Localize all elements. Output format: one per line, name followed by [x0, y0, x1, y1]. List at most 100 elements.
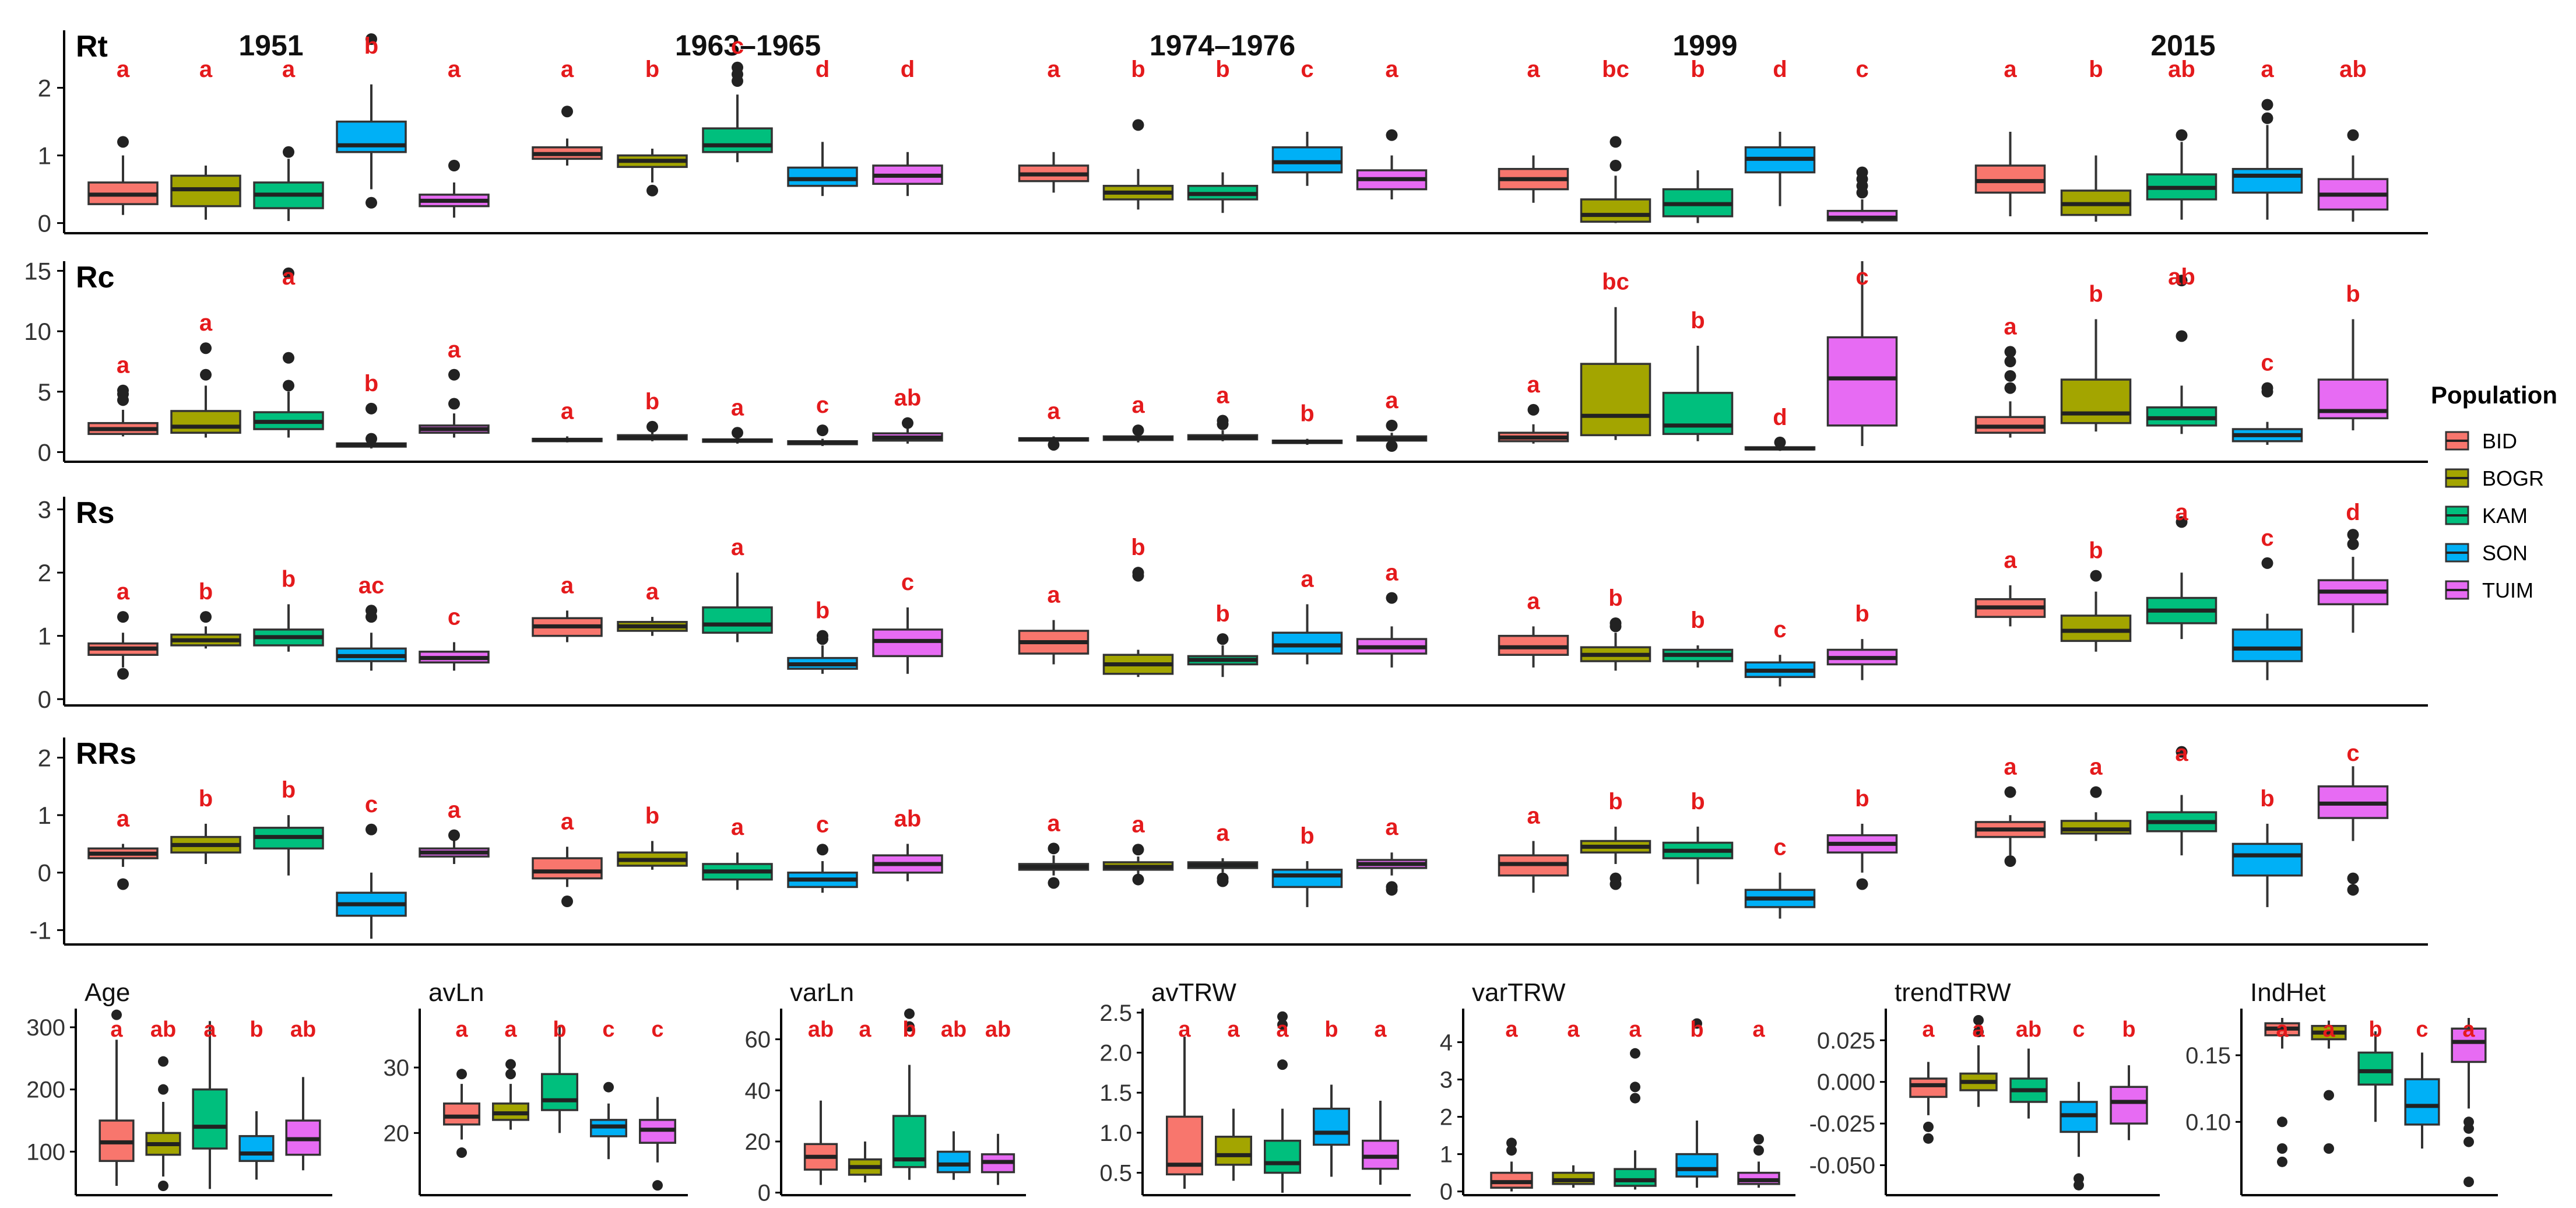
box-kam: a [2146, 740, 2217, 856]
outlier-point [1048, 842, 1060, 855]
y-tick-label: 1 [38, 802, 51, 829]
significance-letter: c [731, 33, 744, 59]
box-bogr: a [617, 579, 688, 636]
box-bid: a [1974, 57, 2046, 216]
significance-letter: b [1300, 401, 1314, 427]
box-tuim: b [2317, 281, 2389, 431]
outlier-point [2463, 1116, 2474, 1128]
significance-letter: bc [1602, 269, 1629, 295]
box-bogr: a [492, 1017, 529, 1130]
outlier-point [158, 1181, 168, 1191]
outlier-point [2261, 557, 2273, 569]
outlier-point [1856, 166, 1868, 178]
y-tick-label: 1 [1440, 1142, 1453, 1168]
box-tuim: c [639, 1017, 676, 1191]
small-panel-avln: avLn 20 30 a a b c c [384, 978, 688, 1196]
significance-letter: b [1131, 535, 1145, 560]
outlier-point [1630, 1081, 1640, 1093]
outlier-point [1048, 877, 1060, 889]
box-bid: a [1974, 547, 2046, 627]
box-bogr: b [1580, 789, 1651, 890]
box-bogr: b [2060, 57, 2132, 222]
significance-letter: b [199, 786, 213, 812]
significance-letter: a [2089, 754, 2103, 780]
box-body [192, 1088, 228, 1150]
box-tuim: a [2451, 1017, 2487, 1188]
box-kam: a [702, 814, 773, 890]
outlier-point [448, 368, 460, 381]
outlier-point [1386, 129, 1398, 141]
box-bogr: b [617, 389, 688, 441]
significance-letter: c [365, 792, 378, 817]
box-kam: a [1264, 1011, 1301, 1193]
significance-letter: a [1047, 398, 1060, 424]
outlier-point [505, 1069, 516, 1080]
y-tick-label: 2 [38, 75, 51, 102]
outlier-point [505, 1059, 516, 1070]
outlier-point [366, 433, 377, 445]
legend-item-bogr: BOGR [2443, 466, 2544, 490]
box-bogr: b [617, 803, 688, 870]
significance-letter: c [2416, 1017, 2428, 1042]
box-bid: a [1018, 57, 1090, 193]
box-bogr: a [170, 57, 241, 220]
significance-letter: a [1276, 1017, 1289, 1042]
significance-letter: b [645, 389, 659, 415]
box-bogr: a [2060, 754, 2132, 841]
box-tuim: c [1826, 57, 1898, 223]
small-panel-title: varLn [790, 978, 854, 1007]
outlier-point [1692, 1018, 1702, 1029]
outlier-point [158, 1056, 168, 1067]
significance-letter: a [1567, 1017, 1580, 1042]
y-tick-label: 0 [38, 686, 51, 713]
legend-item-tuim: TUIM [2443, 578, 2533, 602]
box-son: c [1744, 835, 1816, 919]
box-body [1675, 1153, 1718, 1178]
outlier-point [561, 106, 573, 118]
outlier-point [652, 1180, 663, 1191]
y-tick-label: -1 [30, 916, 51, 944]
outlier-point [1609, 878, 1622, 890]
outlier-point [2176, 129, 2188, 141]
box-kam: a [192, 1017, 228, 1189]
box-bid: a [1018, 810, 1090, 889]
box-tuim: a [419, 337, 490, 438]
box-kam: b [253, 566, 324, 652]
outlier-point [111, 1009, 122, 1020]
box-kam: b [2357, 1017, 2394, 1122]
significance-letter: b [364, 33, 378, 59]
box-son: b [2231, 786, 2303, 907]
box-son: c [336, 792, 407, 939]
significance-letter: b [1608, 789, 1622, 814]
y-tick-label: 2.5 [1099, 1000, 1132, 1026]
outlier-point [1609, 617, 1622, 629]
box-bogr: b [1580, 585, 1651, 671]
outlier-point [1506, 1145, 1517, 1156]
outlier-point [448, 829, 460, 841]
box-bid: a [532, 57, 603, 166]
small-panel-vartrw: varTRW 0 1 2 3 4 a a a b a [1440, 978, 1795, 1205]
panel-label: Rt [76, 30, 108, 64]
box-bogr: a [1215, 1017, 1252, 1181]
outlier-point [1923, 1121, 1934, 1132]
significance-letter: a [1301, 566, 1314, 592]
significance-letter: a [1527, 57, 1540, 82]
box-bogr: a [1102, 812, 1174, 886]
significance-letter: c [602, 1017, 614, 1042]
significance-letter: b [1215, 57, 1229, 82]
significance-letter: c [448, 605, 461, 630]
significance-letter: ac [359, 573, 385, 598]
significance-letter: c [1855, 57, 1868, 82]
box-tuim: a [419, 798, 490, 864]
significance-letter: c [2261, 350, 2273, 376]
box-tuim: b [2110, 1017, 2148, 1140]
outlier-point [1527, 403, 1540, 416]
significance-letter: a [2004, 547, 2017, 573]
outlier-point [2347, 529, 2359, 541]
outlier-point [1132, 844, 1144, 856]
box-son: a [2231, 57, 2303, 220]
significance-letter: bc [1602, 57, 1629, 82]
outlier-point [283, 380, 294, 392]
outlier-point [2004, 346, 2016, 358]
box-bogr: ab [145, 1017, 181, 1191]
